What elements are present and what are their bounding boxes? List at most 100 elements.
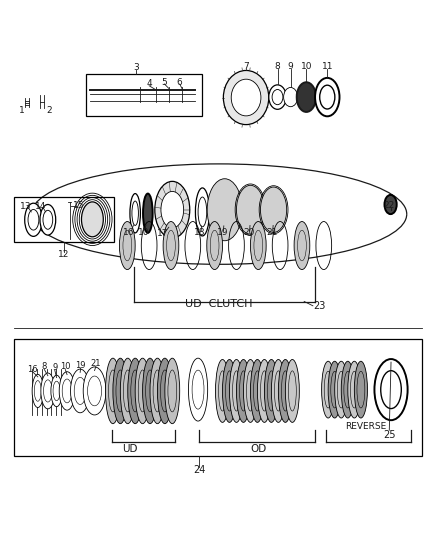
Ellipse shape <box>320 85 335 109</box>
Ellipse shape <box>272 359 286 422</box>
Ellipse shape <box>261 371 268 411</box>
Ellipse shape <box>192 370 204 409</box>
Ellipse shape <box>143 358 157 424</box>
Ellipse shape <box>71 369 90 413</box>
Ellipse shape <box>269 85 286 109</box>
Ellipse shape <box>188 358 208 421</box>
Ellipse shape <box>34 381 41 401</box>
Ellipse shape <box>265 359 279 422</box>
Ellipse shape <box>88 376 102 406</box>
Ellipse shape <box>251 222 266 270</box>
Ellipse shape <box>335 361 348 418</box>
Ellipse shape <box>161 191 184 228</box>
Text: 23: 23 <box>313 301 325 311</box>
Text: REVERSE: REVERSE <box>345 422 386 431</box>
Ellipse shape <box>28 209 39 230</box>
Bar <box>14 338 422 456</box>
Ellipse shape <box>239 188 262 231</box>
Ellipse shape <box>231 79 261 116</box>
Text: 19: 19 <box>75 361 86 370</box>
Text: 9: 9 <box>52 364 57 372</box>
Ellipse shape <box>128 358 143 424</box>
Text: 11: 11 <box>321 62 333 71</box>
Ellipse shape <box>251 359 265 422</box>
Ellipse shape <box>288 371 296 411</box>
Ellipse shape <box>207 222 223 270</box>
Ellipse shape <box>210 182 240 237</box>
Text: 1: 1 <box>19 106 25 115</box>
Ellipse shape <box>258 359 272 422</box>
Ellipse shape <box>230 359 244 422</box>
Text: 17: 17 <box>157 229 169 238</box>
Ellipse shape <box>166 230 175 261</box>
Ellipse shape <box>254 371 261 411</box>
Ellipse shape <box>348 361 361 418</box>
Ellipse shape <box>381 370 401 409</box>
Ellipse shape <box>130 193 141 233</box>
Ellipse shape <box>132 201 138 225</box>
Ellipse shape <box>337 372 345 408</box>
Ellipse shape <box>341 361 354 418</box>
Text: 8: 8 <box>42 362 47 372</box>
Ellipse shape <box>62 379 72 403</box>
Ellipse shape <box>53 381 60 401</box>
Ellipse shape <box>138 370 147 412</box>
Ellipse shape <box>215 359 230 422</box>
Text: 24: 24 <box>193 465 205 475</box>
Ellipse shape <box>124 370 132 412</box>
Text: 2: 2 <box>46 106 52 115</box>
Text: OD: OD <box>250 444 266 454</box>
Ellipse shape <box>268 371 276 411</box>
Text: 10: 10 <box>60 362 71 372</box>
Ellipse shape <box>286 359 299 422</box>
Ellipse shape <box>297 230 306 261</box>
Ellipse shape <box>81 202 103 237</box>
Ellipse shape <box>321 361 335 418</box>
Ellipse shape <box>261 187 287 232</box>
Ellipse shape <box>143 193 152 233</box>
Ellipse shape <box>212 185 237 234</box>
Text: 20: 20 <box>243 228 254 237</box>
Ellipse shape <box>275 371 283 411</box>
Ellipse shape <box>331 372 339 408</box>
Text: 21: 21 <box>267 228 278 237</box>
Ellipse shape <box>354 361 367 418</box>
Ellipse shape <box>223 70 269 125</box>
Ellipse shape <box>282 371 289 411</box>
Ellipse shape <box>131 370 140 412</box>
Ellipse shape <box>123 230 132 261</box>
Ellipse shape <box>40 205 56 235</box>
Ellipse shape <box>83 367 106 415</box>
Ellipse shape <box>233 371 240 411</box>
Text: UD: UD <box>122 444 137 454</box>
Text: 3: 3 <box>133 63 139 72</box>
Ellipse shape <box>219 371 226 411</box>
Bar <box>86 75 201 116</box>
Text: 9: 9 <box>288 62 293 71</box>
Ellipse shape <box>168 370 177 412</box>
Ellipse shape <box>146 370 154 412</box>
Ellipse shape <box>237 185 265 234</box>
Text: 21: 21 <box>91 359 101 368</box>
Ellipse shape <box>32 374 43 408</box>
Ellipse shape <box>244 359 258 422</box>
Ellipse shape <box>324 372 332 408</box>
Ellipse shape <box>25 203 42 236</box>
Ellipse shape <box>155 181 190 238</box>
Ellipse shape <box>357 372 365 408</box>
Ellipse shape <box>374 359 408 420</box>
Text: 10: 10 <box>138 228 149 237</box>
Ellipse shape <box>385 195 397 214</box>
Ellipse shape <box>135 358 150 424</box>
Ellipse shape <box>163 222 179 270</box>
Ellipse shape <box>109 370 117 412</box>
Ellipse shape <box>263 190 284 230</box>
Ellipse shape <box>198 197 207 227</box>
Ellipse shape <box>223 359 237 422</box>
Ellipse shape <box>237 359 251 422</box>
Ellipse shape <box>43 380 52 402</box>
Text: 16: 16 <box>124 228 135 237</box>
Text: 18: 18 <box>194 228 205 237</box>
Ellipse shape <box>153 370 162 412</box>
Ellipse shape <box>344 372 352 408</box>
